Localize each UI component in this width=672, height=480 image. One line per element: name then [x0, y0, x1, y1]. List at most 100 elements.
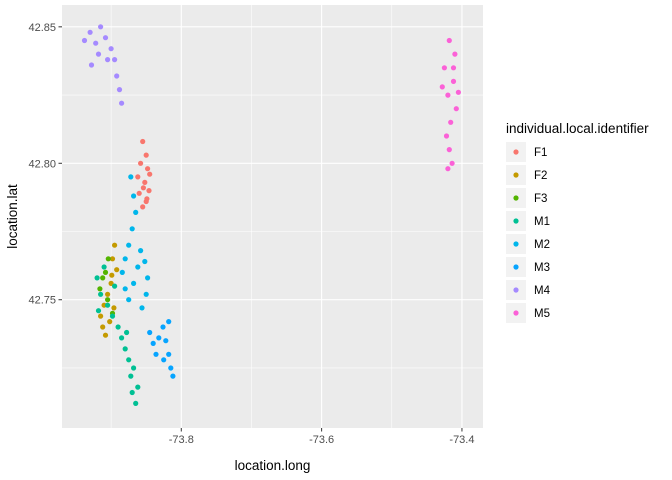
series-m2: [119, 174, 151, 311]
data-point: [102, 35, 109, 41]
data-point: [105, 57, 111, 63]
data-point: [455, 89, 461, 95]
data-point: [126, 357, 132, 363]
data-point: [98, 313, 104, 319]
legend-marker: [513, 149, 519, 155]
data-point: [153, 351, 159, 357]
data-point: [144, 196, 150, 202]
data-point: [453, 106, 459, 112]
data-point: [98, 24, 104, 30]
legend: individual.local.identifier F1 F2 F3 M1 M2 M3…: [506, 121, 649, 323]
data-point: [129, 389, 135, 396]
legend-marker: [513, 310, 519, 316]
data-point: [126, 242, 132, 248]
data-point: [133, 400, 139, 406]
data-point: [105, 256, 111, 262]
data-point: [138, 160, 144, 166]
data-point: [112, 283, 118, 289]
data-point: [87, 29, 93, 35]
data-point: [168, 365, 174, 371]
data-point: [133, 209, 139, 215]
data-point: [105, 291, 111, 297]
data-point: [107, 319, 113, 325]
data-point: [100, 324, 106, 330]
legend-label: F3: [534, 193, 547, 205]
data-point: [446, 37, 452, 44]
legend-label: M1: [534, 216, 550, 228]
series-m5: [439, 37, 461, 172]
data-point: [102, 332, 109, 338]
data-point: [143, 291, 149, 297]
data-point: [97, 286, 103, 292]
x-axis-title: location.long: [235, 458, 311, 473]
series-m3: [147, 319, 176, 379]
data-point: [102, 269, 109, 275]
data-point: [450, 78, 457, 84]
data-point: [129, 226, 135, 232]
data-point: [135, 264, 141, 270]
data-point: [142, 179, 148, 185]
data-point: [449, 160, 455, 166]
data-point: [109, 272, 115, 278]
data-point: [143, 152, 149, 158]
legend-marker: [513, 195, 519, 201]
series-m1: [94, 264, 141, 406]
data-point: [140, 204, 146, 210]
legend-label: M2: [534, 239, 550, 251]
legend-marker: [513, 264, 519, 270]
data-point: [116, 87, 123, 93]
legend-marker: [513, 218, 519, 224]
data-point: [119, 335, 125, 341]
series-m4: [81, 24, 125, 106]
data-point: [111, 305, 117, 311]
data-point: [98, 291, 104, 297]
data-point: [140, 138, 146, 145]
data-point: [163, 338, 169, 344]
data-point: [124, 329, 130, 336]
data-point: [93, 40, 99, 46]
data-point: [140, 185, 146, 191]
data-point: [122, 286, 128, 292]
data-point: [81, 37, 88, 44]
legend-title: individual.local.identifier: [506, 121, 649, 136]
data-point: [450, 65, 457, 71]
data-point: [150, 340, 156, 346]
legend-label: M4: [534, 285, 551, 297]
legend-label: M3: [534, 262, 550, 274]
data-point: [108, 280, 114, 286]
data-point: [108, 46, 114, 52]
data-point: [126, 297, 132, 303]
data-point: [445, 92, 451, 98]
legend-label: F1: [534, 147, 547, 159]
legend-marker: [513, 287, 519, 293]
legend-label: M5: [534, 308, 550, 320]
x-tick-label: -73.4: [449, 434, 474, 446]
data-point: [135, 384, 141, 390]
data-point: [105, 302, 111, 308]
data-point: [147, 329, 153, 336]
data-point: [122, 256, 128, 262]
data-point: [135, 174, 141, 180]
data-point: [166, 351, 172, 357]
data-point: [448, 119, 454, 125]
data-point: [100, 275, 106, 281]
data-point: [109, 313, 116, 319]
series-f2: [98, 242, 120, 338]
data-point: [161, 357, 167, 363]
plot-panel: [62, 5, 483, 428]
data-point: [128, 373, 134, 379]
data-point: [160, 324, 166, 330]
data-point: [145, 275, 151, 281]
data-point: [146, 188, 152, 194]
data-point: [95, 308, 102, 314]
data-point: [128, 174, 134, 180]
data-point: [145, 166, 151, 172]
data-point: [445, 166, 451, 172]
data-point: [166, 319, 172, 325]
data-point: [170, 373, 176, 379]
data-point: [101, 264, 107, 270]
data-point: [119, 269, 125, 275]
data-point: [112, 242, 118, 248]
